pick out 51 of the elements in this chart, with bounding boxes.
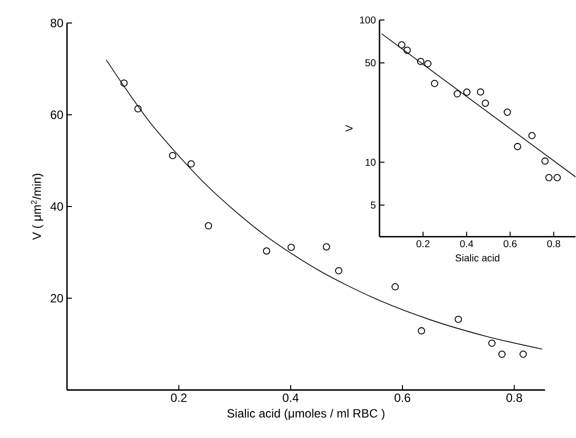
point [187, 160, 195, 168]
x-tick-label: 0.2 [416, 240, 430, 248]
point [504, 108, 511, 116]
point [498, 350, 506, 358]
x-tick-label: 0.6 [504, 240, 517, 248]
y-tick-label: 80 [50, 18, 64, 28]
point [262, 247, 270, 255]
point [430, 80, 438, 88]
point [417, 58, 424, 66]
y-tick-label: 20 [50, 294, 64, 302]
y-tick-label: 10 [366, 158, 376, 166]
point [335, 267, 342, 274]
point [404, 46, 411, 54]
point [528, 132, 536, 140]
x-tick-label: 0.4 [282, 394, 299, 402]
point [488, 340, 496, 347]
point [541, 157, 549, 165]
y-axis-title: V ( μm$^{2}$/min) [30, 174, 44, 240]
point [392, 283, 399, 290]
x-tick-label: 0.8 [547, 240, 560, 248]
point [454, 316, 462, 323]
line-series [106, 59, 543, 350]
point [204, 222, 212, 230]
point [134, 105, 142, 112]
x-axis-title: Sialic acid (μmoles / ml RBC ) [227, 408, 384, 420]
point [120, 79, 128, 87]
point [520, 350, 527, 358]
point [463, 88, 470, 96]
point [482, 100, 489, 107]
x-tick-label: 0.6 [394, 394, 410, 402]
y-tick-label: 60 [50, 110, 64, 119]
point [169, 152, 176, 160]
point [476, 88, 484, 96]
point [322, 243, 330, 251]
point [424, 60, 432, 68]
point [454, 90, 461, 98]
point [554, 174, 561, 182]
point [514, 142, 522, 150]
x-tick-label: 0.4 [460, 240, 474, 248]
point [288, 244, 295, 251]
x-tick-label: 0.8 [506, 394, 522, 402]
point [398, 41, 406, 48]
x-tick-label: 0.2 [170, 394, 187, 402]
y-tick-label: 100 [360, 16, 376, 24]
point [418, 327, 426, 334]
y-tick-label: 40 [50, 202, 64, 211]
point [545, 174, 553, 182]
y-axis-title: V [346, 125, 353, 132]
x-axis-title: Sialic acid [456, 254, 500, 262]
y-tick-label: 50 [365, 59, 376, 66]
y-tick-label: 5 [370, 202, 376, 209]
